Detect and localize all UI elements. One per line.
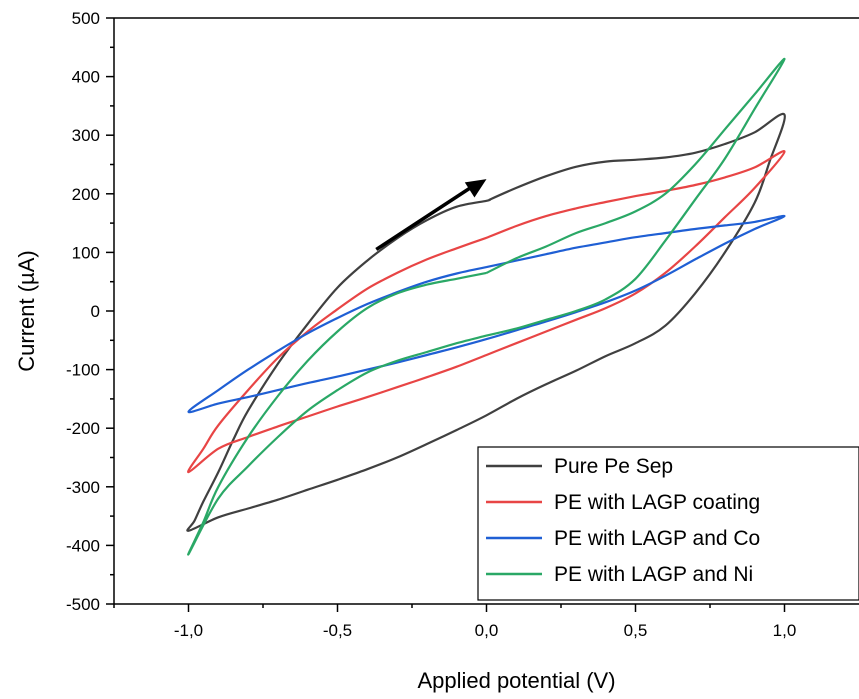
y-tick-label: -500 (66, 595, 100, 614)
direction-arrow (375, 179, 487, 251)
y-tick-label: 200 (72, 185, 100, 204)
series-line-3 (187, 214, 786, 414)
y-tick-label: -300 (66, 478, 100, 497)
arrow-head (464, 179, 487, 198)
y-tick-label: 500 (72, 9, 100, 28)
y-tick-label: 0 (91, 302, 100, 321)
arrow-shaft (375, 183, 476, 251)
y-tick-label: -200 (66, 419, 100, 438)
y-axis-title: Current (µA) (14, 250, 39, 371)
y-tick-label: -400 (66, 536, 100, 555)
series-line-2 (187, 150, 786, 474)
x-axis-ticks: -1,0 -0,5 0,0 0,5 1,0 (113, 604, 797, 640)
x-tick-label: 0,0 (475, 621, 499, 640)
legend-label: Pure Pe Sep (554, 455, 673, 478)
y-tick-label: -100 (66, 361, 100, 380)
y-tick-label: 300 (72, 126, 100, 145)
legend-label: PE with LAGP and Ni (554, 563, 753, 586)
y-tick-label: 100 (72, 243, 100, 262)
legend-label: PE with LAGP coating (554, 491, 760, 514)
series-line-4 (187, 57, 786, 556)
y-tick-label: 400 (72, 68, 100, 87)
x-axis-title: Applied potential (V) (417, 668, 615, 693)
x-tick-label: 1,0 (773, 621, 797, 640)
legend: Pure Pe Sep PE with LAGP coating PE with L… (477, 446, 859, 601)
x-tick-label: -0,5 (323, 621, 352, 640)
y-axis-ticks: 500 400 300 200 100 0 -100 -200 -300 -400 -500 (66, 9, 114, 614)
legend-label: PE with LAGP and Co (554, 527, 760, 550)
x-tick-label: 0,5 (624, 621, 648, 640)
series-layer (186, 57, 786, 556)
x-tick-label: -1,0 (174, 621, 203, 640)
